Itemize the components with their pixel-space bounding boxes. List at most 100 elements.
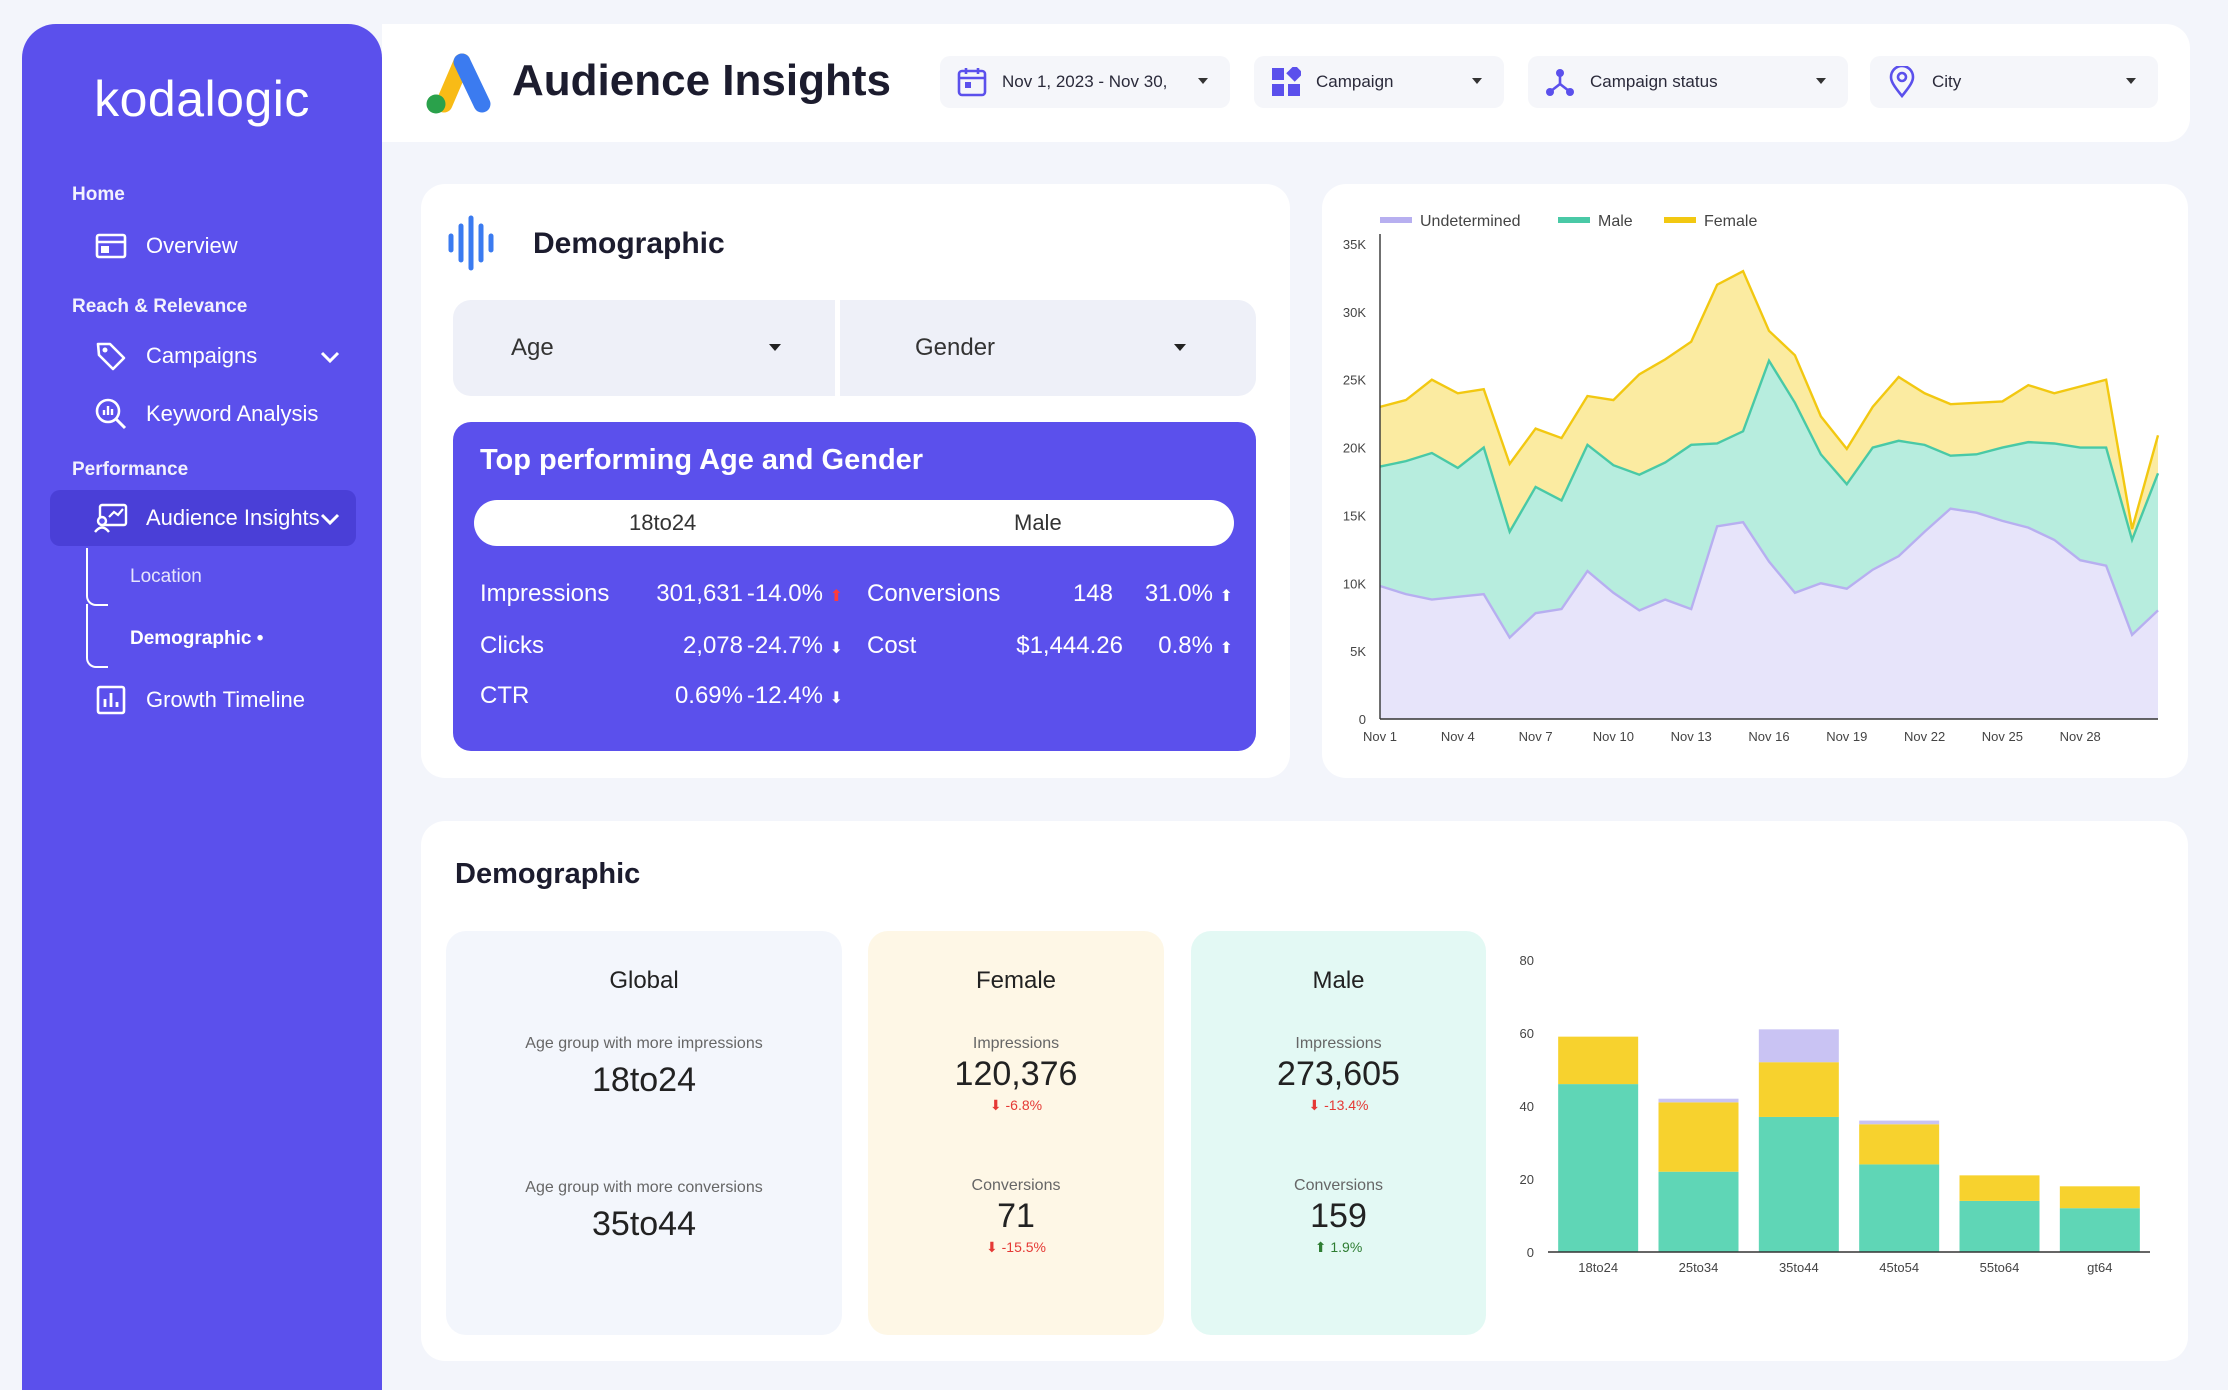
- top-performer-pill: 18to24 Male: [474, 500, 1234, 546]
- x-tick-label: Nov 13: [1671, 729, 1712, 744]
- impressions-delta: -14.0% ⬆: [746, 580, 843, 607]
- female-heading: Female: [975, 967, 1057, 994]
- campaign-filter-label: Campaign: [1316, 72, 1394, 91]
- female-impressions-label: Impressions: [972, 1035, 1060, 1052]
- x-tick-label: gt64: [2087, 1260, 2112, 1275]
- sidebar-item-audience-insights[interactable]: Audience Insights: [50, 490, 356, 546]
- arrow-up-icon: ⬆: [1219, 640, 1233, 657]
- x-tick-label: 18to24: [1578, 1260, 1618, 1275]
- gender-dropdown[interactable]: Gender: [840, 300, 1256, 396]
- tree-connector: [86, 548, 108, 606]
- female-impressions-delta: ⬇ -6.8%: [989, 1097, 1043, 1113]
- caret-down-icon: [769, 344, 781, 351]
- y-tick-label: 40: [1520, 1099, 1534, 1114]
- y-tick-label: 20: [1520, 1172, 1534, 1187]
- campaign-status-filter[interactable]: Campaign status: [1528, 56, 1848, 108]
- clicks-delta: -24.7% ⬇: [746, 632, 843, 659]
- sidebar-item-label: Overview: [146, 233, 238, 258]
- campaign-filter[interactable]: Campaign: [1254, 56, 1504, 108]
- sidebar-item-label: Growth Timeline: [146, 687, 305, 712]
- bar-undetermined-35to44: [1758, 1029, 1839, 1063]
- top-gender-value: Male: [1014, 510, 1062, 535]
- caret-down-icon: [1198, 78, 1208, 84]
- sidebar: kodalogic Home Overview Reach & Relevanc…: [22, 24, 382, 1390]
- clicks-value: 2,078: [682, 632, 743, 659]
- legend-label: Undetermined: [1420, 213, 1521, 230]
- area-undetermined: [1380, 508, 2158, 719]
- kodalogic-logo[interactable]: kodalogic: [94, 71, 310, 127]
- bar-female-18to24: [1558, 1036, 1639, 1085]
- sidebar-item-growth-timeline[interactable]: Growth Timeline: [50, 672, 356, 728]
- x-tick-label: Nov 10: [1593, 729, 1634, 744]
- bar-male-45to54: [1859, 1164, 1940, 1252]
- male-conversions-label: Conversions: [1294, 1177, 1383, 1194]
- x-tick-label: Nov 28: [2060, 729, 2101, 744]
- hierarchy-icon: [1544, 66, 1576, 98]
- audio-wave-icon: [448, 215, 494, 271]
- chevron-down-icon[interactable]: [320, 506, 340, 532]
- audience-board-icon: [94, 501, 128, 535]
- sidebar-item-keyword-analysis[interactable]: Keyword Analysis: [50, 386, 356, 442]
- global-impressions-value: 18to24: [592, 1061, 696, 1099]
- city-filter[interactable]: City: [1870, 56, 2158, 108]
- conversions-value: 148: [1072, 580, 1113, 607]
- x-tick-label: Nov 16: [1748, 729, 1789, 744]
- female-conversions-label: Conversions: [971, 1177, 1061, 1194]
- header-bar: Audience Insights Nov 1, 2023 - Nov 30, …: [382, 24, 2190, 142]
- bar-male-35to44: [1758, 1116, 1839, 1252]
- legend-label: Male: [1598, 213, 1633, 230]
- city-filter-label: City: [1932, 72, 1962, 91]
- male-impressions-label: Impressions: [1295, 1035, 1382, 1052]
- male-stat-card: Male Impressions 273,605 ⬇ -13.4% Conver…: [1191, 931, 1486, 1335]
- clicks-label: Clicks: [480, 632, 544, 659]
- sidebar-item-overview[interactable]: Overview: [50, 218, 356, 274]
- bar-undetermined-25to34: [1658, 1098, 1739, 1103]
- date-range-filter[interactable]: Nov 1, 2023 - Nov 30,: [940, 56, 1230, 108]
- impressions-value: 301,631: [656, 580, 743, 607]
- y-tick-label: 30K: [1343, 305, 1366, 320]
- area-male: [1380, 360, 2158, 638]
- male-conversions-delta: ⬆ 1.9%: [1314, 1239, 1363, 1255]
- gender-area-chart: Undetermined Male Female 0 5K 10K 15K 20K 25K 30K…: [1343, 213, 2160, 744]
- impressions-label: Impressions: [480, 580, 610, 607]
- caret-down-icon: [1174, 344, 1186, 351]
- section-home: Home: [72, 184, 125, 205]
- global-impressions-label: Age group with more impressions: [525, 1035, 763, 1052]
- male-heading: Male: [1312, 967, 1365, 994]
- bar-chart-icon: [94, 683, 128, 717]
- google-ads-logo: [426, 53, 491, 114]
- age-dropdown[interactable]: Age: [453, 300, 835, 396]
- bar-female-45to54: [1859, 1124, 1940, 1165]
- section-reach: Reach & Relevance: [72, 296, 248, 317]
- sidebar-item-label: Campaigns: [146, 343, 258, 368]
- caret-down-icon: [1816, 78, 1826, 84]
- arrow-down-icon: ⬇: [829, 690, 843, 707]
- line-female: [1379, 269, 2160, 530]
- search-analytics-icon: [94, 397, 128, 431]
- chevron-down-icon[interactable]: [320, 344, 340, 370]
- arrow-up-icon: ⬆: [829, 588, 843, 605]
- caret-down-icon: [1472, 78, 1482, 84]
- global-heading: Global: [609, 967, 679, 994]
- sidebar-item-campaigns[interactable]: Campaigns: [50, 328, 356, 384]
- calendar-icon: [956, 66, 988, 98]
- x-tick-label: Nov 22: [1904, 729, 1945, 744]
- male-impressions-delta: ⬇ -13.4%: [1308, 1097, 1369, 1113]
- tag-icon: [94, 339, 128, 373]
- female-impressions-value: 120,376: [954, 1055, 1078, 1093]
- caret-down-icon: [2126, 78, 2136, 84]
- male-impressions-value: 273,605: [1277, 1055, 1400, 1093]
- demographic-card-title: Demographic: [533, 227, 725, 260]
- bar-male-25to34: [1658, 1171, 1739, 1252]
- sidebar-subitem-demographic[interactable]: Demographic •: [130, 628, 264, 649]
- y-tick-label: 80: [1520, 953, 1534, 968]
- x-tick-label: 55to64: [1980, 1260, 2020, 1275]
- sidebar-subitem-location[interactable]: Location: [130, 566, 202, 587]
- x-tick-label: Nov 4: [1441, 729, 1475, 744]
- tree-connector: [86, 604, 108, 668]
- bar-female-25to34: [1658, 1102, 1739, 1172]
- y-tick-label: 0: [1359, 712, 1366, 727]
- age-dropdown-label: Age: [511, 334, 554, 361]
- bar-female-35to44: [1758, 1062, 1839, 1117]
- conversions-label: Conversions: [867, 580, 1001, 607]
